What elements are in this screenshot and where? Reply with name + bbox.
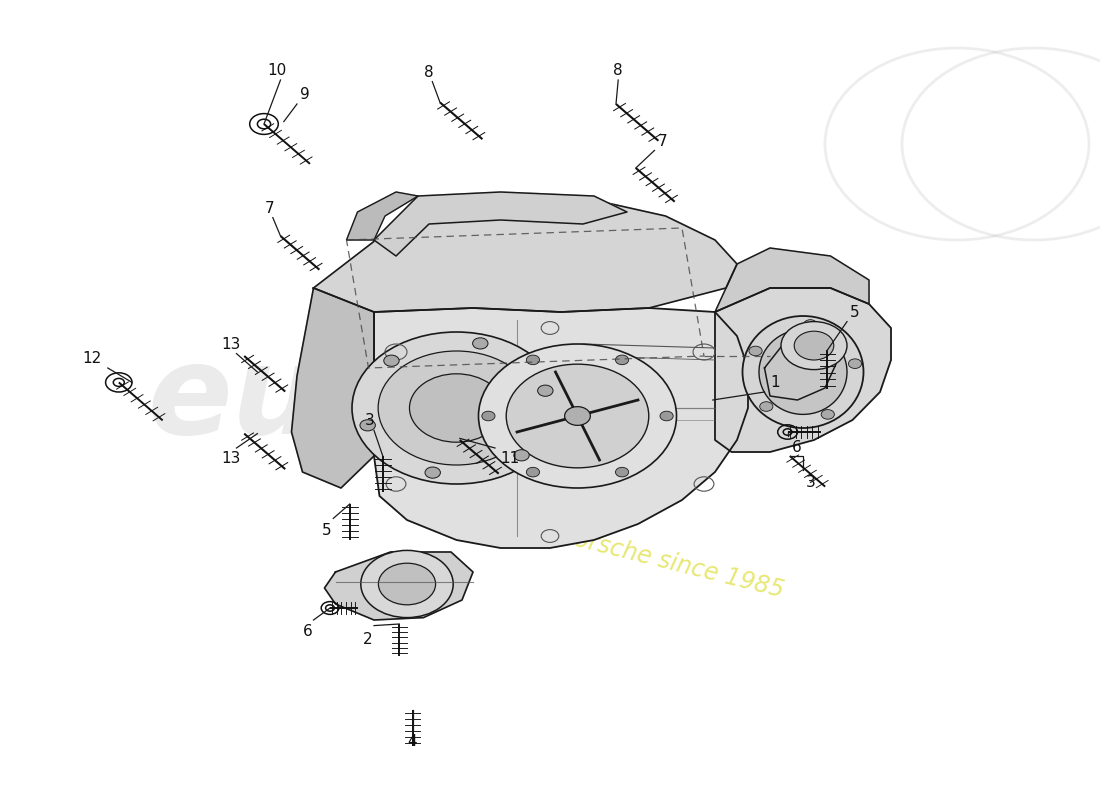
Circle shape xyxy=(514,450,529,461)
Polygon shape xyxy=(374,192,627,256)
Circle shape xyxy=(473,338,488,349)
Polygon shape xyxy=(764,340,836,400)
Circle shape xyxy=(781,322,847,370)
Circle shape xyxy=(361,550,453,618)
Circle shape xyxy=(378,563,436,605)
Ellipse shape xyxy=(781,350,825,394)
Text: 12: 12 xyxy=(81,351,101,366)
Polygon shape xyxy=(715,248,869,312)
Circle shape xyxy=(482,411,495,421)
Ellipse shape xyxy=(759,330,847,414)
Circle shape xyxy=(660,411,673,421)
Circle shape xyxy=(822,410,835,419)
Text: 3: 3 xyxy=(365,413,374,428)
Text: 6: 6 xyxy=(792,440,802,455)
Text: 7: 7 xyxy=(265,201,274,216)
Circle shape xyxy=(352,332,561,484)
Text: 5: 5 xyxy=(850,305,860,320)
Circle shape xyxy=(526,467,539,477)
Text: euro: euro xyxy=(147,339,469,461)
Circle shape xyxy=(384,355,399,366)
Circle shape xyxy=(615,467,629,477)
Text: 3: 3 xyxy=(806,475,816,490)
Text: 11: 11 xyxy=(500,451,519,466)
Text: 9: 9 xyxy=(300,87,310,102)
Text: 10: 10 xyxy=(267,63,287,78)
Circle shape xyxy=(478,344,676,488)
Circle shape xyxy=(506,364,649,468)
Circle shape xyxy=(564,406,591,426)
Circle shape xyxy=(538,385,553,396)
Polygon shape xyxy=(374,308,748,548)
Circle shape xyxy=(425,467,440,478)
Circle shape xyxy=(848,359,861,369)
Circle shape xyxy=(749,346,762,356)
Circle shape xyxy=(615,355,629,365)
Text: 8: 8 xyxy=(425,65,433,80)
Circle shape xyxy=(760,402,773,411)
Text: a passion for porsche since 1985: a passion for porsche since 1985 xyxy=(402,485,786,603)
Text: 6: 6 xyxy=(304,624,312,639)
Polygon shape xyxy=(346,192,418,240)
Ellipse shape xyxy=(742,316,864,428)
Text: 7: 7 xyxy=(658,134,668,149)
Text: 8: 8 xyxy=(614,63,623,78)
Text: 2: 2 xyxy=(363,632,372,647)
Circle shape xyxy=(527,355,540,365)
Circle shape xyxy=(804,320,817,330)
Text: 13: 13 xyxy=(221,451,241,466)
Text: 5: 5 xyxy=(322,523,331,538)
Polygon shape xyxy=(715,288,891,452)
Text: 4: 4 xyxy=(408,734,417,750)
Polygon shape xyxy=(314,196,737,312)
Circle shape xyxy=(409,374,504,442)
Polygon shape xyxy=(324,552,473,620)
Circle shape xyxy=(794,331,834,360)
Circle shape xyxy=(360,420,375,431)
Text: 1: 1 xyxy=(770,375,780,390)
Circle shape xyxy=(378,351,535,465)
Text: 13: 13 xyxy=(221,337,241,352)
Polygon shape xyxy=(292,288,374,488)
